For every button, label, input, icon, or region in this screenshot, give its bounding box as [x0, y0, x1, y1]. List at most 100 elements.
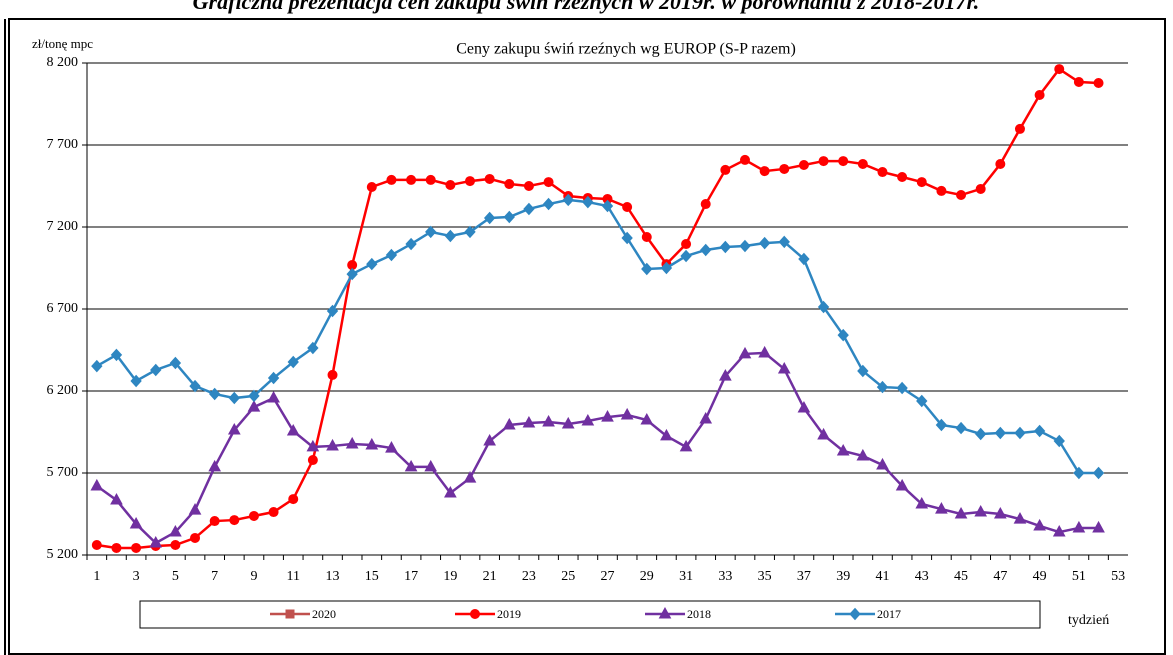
legend-label: 2020 [312, 607, 336, 621]
data-point [1033, 424, 1046, 438]
data-point [877, 167, 888, 178]
data-point [1014, 123, 1025, 134]
data-point [463, 471, 477, 483]
data-point [758, 345, 771, 358]
y-tick-label: 6 700 [47, 301, 79, 316]
data-point [268, 507, 279, 518]
data-point [622, 201, 633, 212]
data-point [916, 394, 928, 408]
data-point [405, 237, 417, 251]
data-point [1034, 89, 1045, 100]
x-tick-label: 39 [836, 569, 850, 584]
data-point [838, 156, 849, 167]
data-point [1054, 64, 1065, 75]
x-tick-label: 33 [718, 569, 732, 584]
data-point [248, 389, 260, 403]
y-tick-label: 7 200 [47, 219, 79, 234]
data-point [483, 211, 496, 225]
data-point [425, 225, 437, 239]
data-point [248, 510, 259, 521]
data-point [562, 193, 574, 207]
data-point [895, 478, 909, 491]
data-point [424, 459, 438, 472]
data-point [188, 503, 202, 515]
data-point [777, 361, 791, 374]
data-point [1092, 520, 1105, 533]
x-tick-label: 53 [1111, 569, 1125, 584]
x-tick-label: 45 [954, 569, 968, 584]
data-point [365, 437, 379, 450]
x-tick-label: 3 [133, 569, 140, 584]
data-point [837, 328, 849, 342]
data-point [542, 197, 555, 211]
data-point [641, 262, 653, 276]
data-point [561, 416, 575, 429]
data-point [720, 164, 731, 175]
data-point [326, 304, 339, 318]
data-point [346, 267, 358, 281]
data-point [169, 356, 182, 370]
data-point [936, 185, 947, 196]
data-point [935, 418, 948, 432]
data-point [660, 428, 673, 441]
data-point [1093, 78, 1104, 89]
data-point [876, 380, 889, 394]
data-point [974, 504, 988, 517]
data-point [111, 542, 122, 553]
y-axis-label: zł/tonę mpc [32, 36, 93, 51]
data-point [445, 180, 456, 191]
data-point [817, 427, 830, 440]
x-tick-label: 11 [286, 569, 299, 584]
data-point [444, 485, 457, 498]
data-point [366, 181, 377, 192]
data-point [444, 229, 457, 243]
y-tick-label: 5 200 [47, 547, 79, 562]
data-point [287, 355, 299, 369]
data-point [503, 210, 515, 224]
data-point [90, 478, 104, 491]
data-point [326, 438, 339, 451]
legend-label: 2018 [687, 607, 711, 621]
data-point [504, 179, 515, 190]
data-point [778, 235, 790, 249]
data-point [759, 166, 770, 177]
data-point [681, 239, 692, 250]
data-point [307, 341, 319, 355]
data-point [91, 539, 102, 550]
y-tick-label: 7 700 [47, 137, 79, 152]
x-tick-label: 1 [93, 569, 100, 584]
data-point [483, 433, 496, 446]
x-tick-label: 41 [875, 569, 889, 584]
data-point [739, 154, 750, 165]
legend [139, 600, 1041, 629]
chart-title: Ceny zakupu świń rzeźnych wg EUROP (S-P … [456, 41, 796, 58]
data-point [286, 423, 300, 436]
data-point [131, 542, 142, 553]
data-point [150, 363, 162, 377]
data-point [660, 261, 673, 275]
data-point [227, 422, 241, 435]
y-tick-label: 6 200 [47, 383, 79, 398]
data-point [876, 457, 889, 470]
data-point [975, 427, 987, 441]
data-point [91, 359, 103, 373]
data-point [856, 448, 870, 461]
x-tick-label: 21 [483, 569, 497, 584]
data-point [110, 493, 123, 505]
data-point [817, 300, 830, 314]
data-point [209, 516, 220, 527]
data-point [1052, 525, 1066, 537]
x-tick-label: 7 [211, 569, 218, 584]
data-point [601, 410, 614, 422]
x-tick-label: 17 [404, 569, 418, 584]
y-tick-label: 8 200 [47, 55, 79, 70]
data-point [680, 249, 692, 263]
data-point [700, 199, 711, 210]
data-point [896, 381, 908, 395]
data-point [582, 195, 594, 209]
x-tick-label: 5 [172, 569, 179, 584]
legend-marker [849, 607, 861, 621]
data-point [620, 407, 634, 420]
data-point [581, 413, 595, 426]
data-point [385, 248, 398, 262]
